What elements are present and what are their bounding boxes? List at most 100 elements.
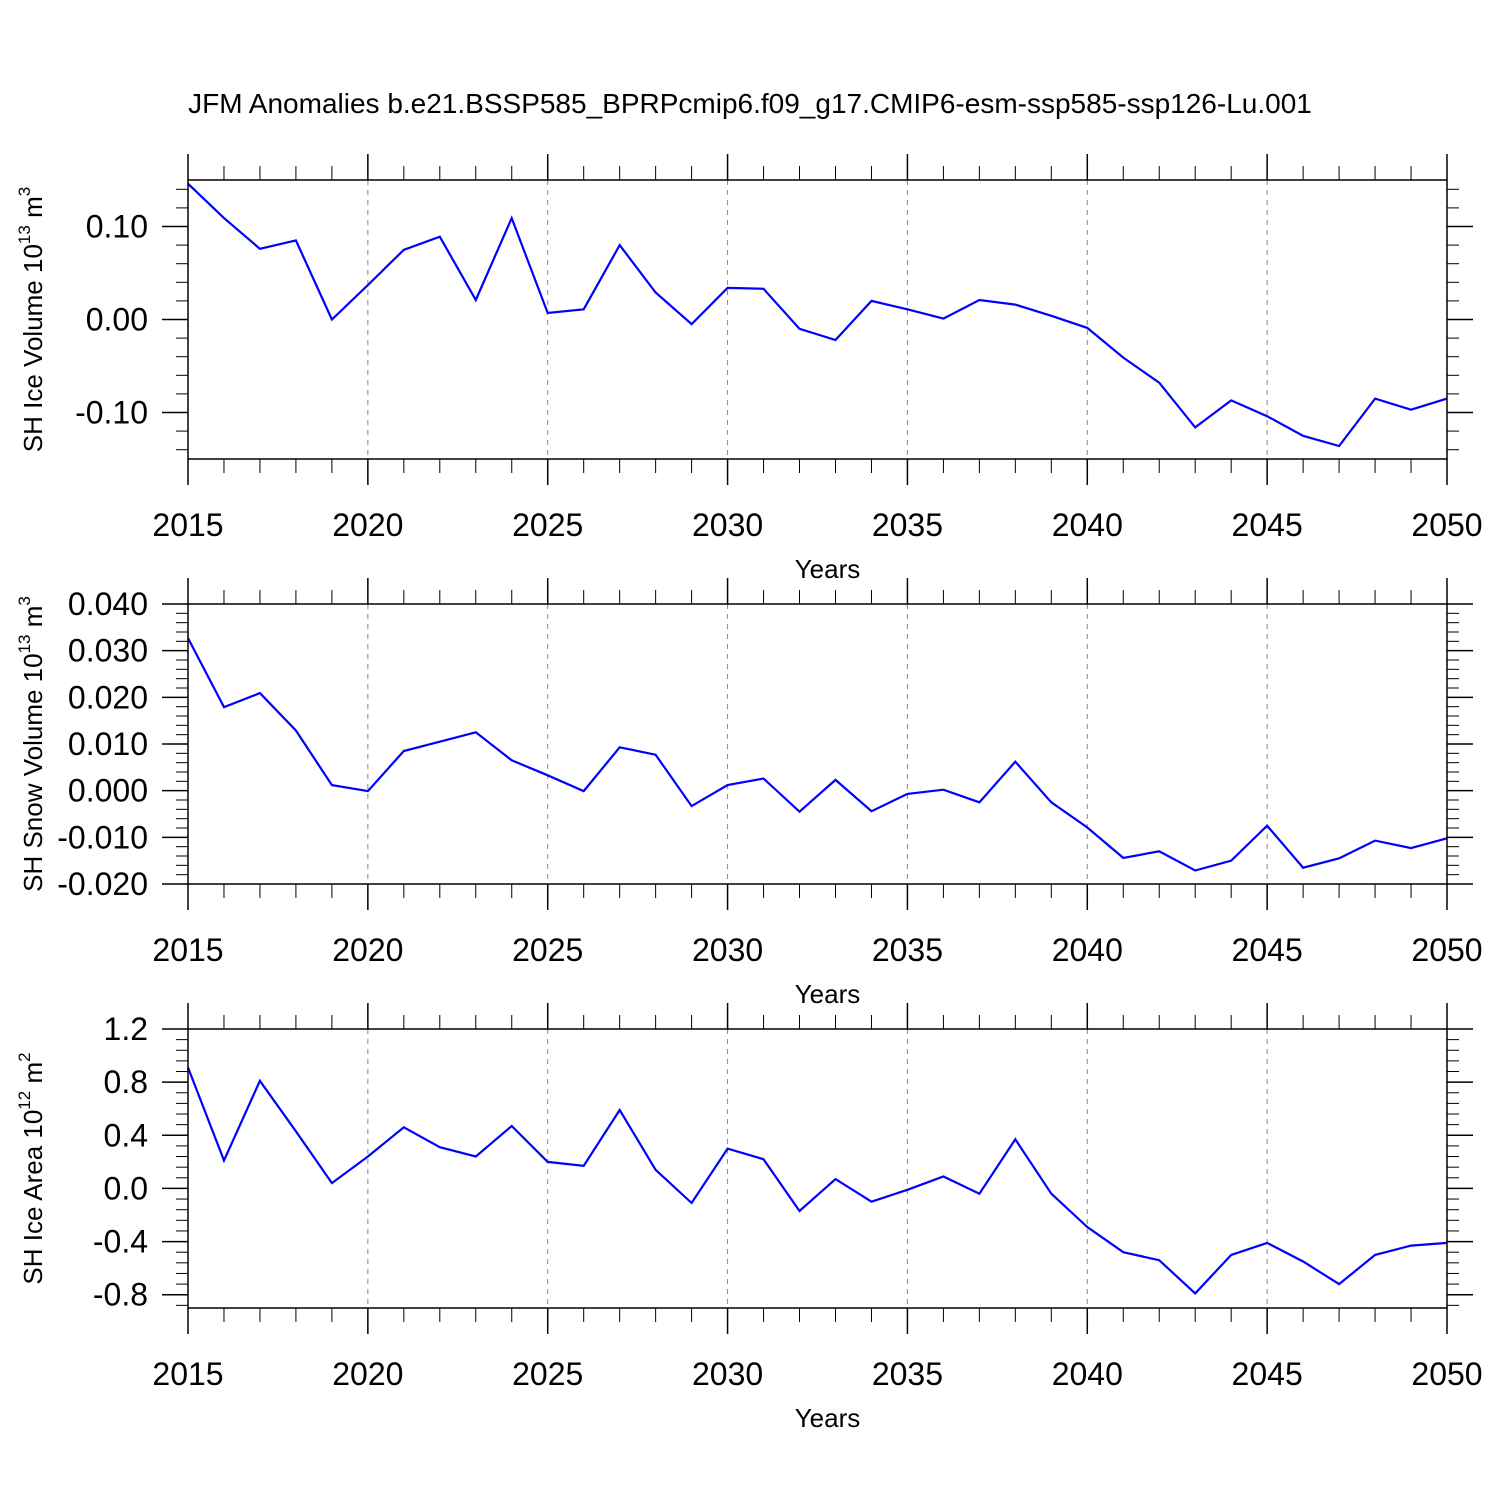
y-tick-label: -0.10 (75, 395, 148, 431)
data-point (403, 1126, 405, 1128)
data-point (978, 801, 980, 803)
y-tick-label: 0.000 (68, 773, 148, 809)
x-tick-label: 2035 (872, 507, 943, 543)
y-tick-label: 0.040 (68, 586, 148, 622)
data-point (547, 1161, 549, 1163)
data-point (942, 318, 944, 320)
data-point (403, 249, 405, 251)
x-tick-label: 2040 (1052, 507, 1123, 543)
y-tick-label: 0.8 (104, 1064, 148, 1100)
data-point (583, 308, 585, 310)
data-point (1230, 399, 1232, 401)
data-point (906, 1189, 908, 1191)
data-point (1338, 1283, 1340, 1285)
x-tick-label: 2045 (1232, 1356, 1303, 1392)
y-axis-label: SH Ice Area 1012 m2 (15, 1052, 48, 1284)
data-point (367, 790, 369, 792)
data-point (763, 1158, 765, 1160)
data-point (834, 779, 836, 781)
data-point (1266, 1242, 1268, 1244)
y-tick-label: 1.2 (104, 1011, 148, 1047)
data-point (331, 784, 333, 786)
data-point (1086, 827, 1088, 829)
data-point (511, 759, 513, 761)
data-point (547, 312, 549, 314)
data-point (583, 1165, 585, 1167)
series-line-ice-volume (187, 182, 1448, 448)
data-point (834, 1178, 836, 1180)
data-point (655, 1169, 657, 1171)
data-point (1266, 825, 1268, 827)
data-point (1158, 1259, 1160, 1261)
panel-snow-volume: 0.040 0.030 0.020 0.010 0.000 -0.010 -0.020201… (15, 578, 1483, 1009)
x-tick-label: 2020 (332, 932, 403, 968)
data-point (1194, 1292, 1196, 1294)
data-point (1338, 445, 1340, 447)
data-point (978, 299, 980, 301)
data-point (1122, 857, 1124, 859)
data-point (367, 284, 369, 286)
x-axis-label: Years (795, 979, 861, 1009)
x-tick-label: 2045 (1232, 507, 1303, 543)
data-point (1086, 327, 1088, 329)
data-point (1194, 869, 1196, 871)
data-point (727, 287, 729, 289)
data-point (763, 288, 765, 290)
y-tick-label: -0.4 (93, 1224, 148, 1260)
x-tick-label: 2020 (332, 1356, 403, 1392)
data-point (511, 1125, 513, 1127)
data-point (1230, 860, 1232, 862)
data-point (1050, 315, 1052, 317)
data-point (295, 1130, 297, 1132)
x-axis-label: Years (795, 1403, 861, 1433)
data-point (691, 1202, 693, 1204)
data-point (439, 741, 441, 743)
y-tick-label: -0.020 (57, 866, 148, 902)
x-tick-label: 2025 (512, 932, 583, 968)
data-point (619, 244, 621, 246)
data-point (223, 1160, 225, 1162)
plot-frame (187, 603, 1448, 885)
data-point (942, 1175, 944, 1177)
x-tick-label: 2020 (332, 507, 403, 543)
series-line-ice-area (186, 1067, 1448, 1295)
data-point (1410, 1245, 1412, 1247)
data-point (259, 1080, 261, 1082)
y-axis-label: SH Ice Volume 1013 m3 (15, 187, 48, 452)
data-point (870, 810, 872, 812)
y-tick-label: 0.4 (104, 1117, 148, 1153)
data-point (1158, 382, 1160, 384)
data-point (1374, 840, 1376, 842)
y-axis-label: SH Snow Volume 1013 m3 (15, 596, 48, 892)
panel-ice-area: 1.2 0.8 0.4 0.0 -0.4 -0.8 2015 2020 2025 2030 2035… (15, 1003, 1483, 1433)
x-tick-label: 2050 (1411, 1356, 1482, 1392)
data-point (511, 217, 513, 219)
x-tick-label: 2015 (152, 932, 223, 968)
data-point (331, 319, 333, 321)
data-point (403, 750, 405, 752)
data-point (259, 248, 261, 250)
x-tick-label: 2040 (1052, 932, 1123, 968)
data-point (1338, 857, 1340, 859)
series-line-snow-volume (187, 637, 1448, 872)
y-tick-label: 0.030 (68, 633, 148, 669)
x-tick-label: 2035 (872, 932, 943, 968)
data-point (1302, 435, 1304, 437)
x-tick-label: 2025 (512, 507, 583, 543)
data-point (1086, 1226, 1088, 1228)
data-point (475, 299, 477, 301)
data-point (655, 754, 657, 756)
data-point (367, 1156, 369, 1158)
data-point (1410, 409, 1412, 411)
data-point (439, 236, 441, 238)
x-tick-label: 2025 (512, 1356, 583, 1392)
data-point (1014, 1138, 1016, 1140)
data-point (583, 790, 585, 792)
data-point (834, 339, 836, 341)
data-point (1050, 801, 1052, 803)
x-tick-label: 2045 (1232, 932, 1303, 968)
data-point (1194, 426, 1196, 428)
data-point (1230, 1254, 1232, 1256)
data-point (1050, 1193, 1052, 1195)
